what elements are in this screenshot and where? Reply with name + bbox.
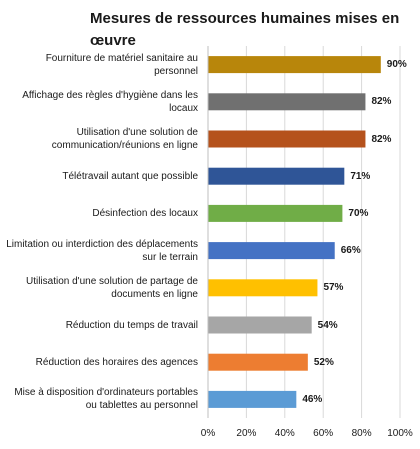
bar [208, 390, 297, 408]
bar [208, 130, 366, 148]
bar [208, 353, 308, 371]
category-label: Fourniture de matériel sanitaire au pers… [45, 52, 198, 77]
category-label: Affichage des règles d'hygiène dans les … [22, 89, 198, 114]
bar [208, 93, 366, 111]
category-label: Utilisation d'une solution de partage de… [25, 275, 198, 300]
x-tick-label: 40% [274, 428, 295, 439]
bar [208, 279, 318, 297]
data-label: 82% [371, 96, 392, 108]
data-label: 52% [313, 356, 334, 368]
data-label: 66% [340, 245, 361, 257]
data-label: 82% [371, 133, 392, 145]
x-tick-label: 80% [351, 428, 372, 439]
bar [208, 242, 335, 260]
x-tick-label: 20% [236, 428, 257, 439]
x-tick-label: 60% [313, 428, 334, 439]
category-label: Utilisation d'une solution de communicat… [51, 127, 198, 151]
category-label: Limitation ou interdiction des déplaceme… [6, 238, 198, 263]
bar [208, 56, 381, 74]
data-label: 46% [302, 393, 323, 405]
bar [208, 316, 312, 334]
data-label: 70% [348, 207, 369, 219]
data-label: 71% [350, 170, 371, 182]
x-tick-label: 0% [200, 428, 216, 439]
bar [208, 167, 345, 185]
data-label: 57% [323, 282, 344, 294]
category-label: Mise à disposition d'ordinateurs portabl… [14, 387, 198, 412]
x-tick-label: 100% [387, 428, 413, 439]
category-label: Télétravail autant que possible [62, 170, 198, 182]
category-label: Réduction des horaires des agences [35, 356, 198, 368]
data-label: 90% [386, 59, 407, 71]
category-label: Réduction du temps de travail [65, 319, 198, 331]
chart-title: Mesures de ressources humaines mises en … [90, 10, 400, 49]
bar [208, 204, 343, 222]
data-label: 54% [317, 319, 338, 331]
category-label: Désinfection des locaux [92, 207, 198, 219]
